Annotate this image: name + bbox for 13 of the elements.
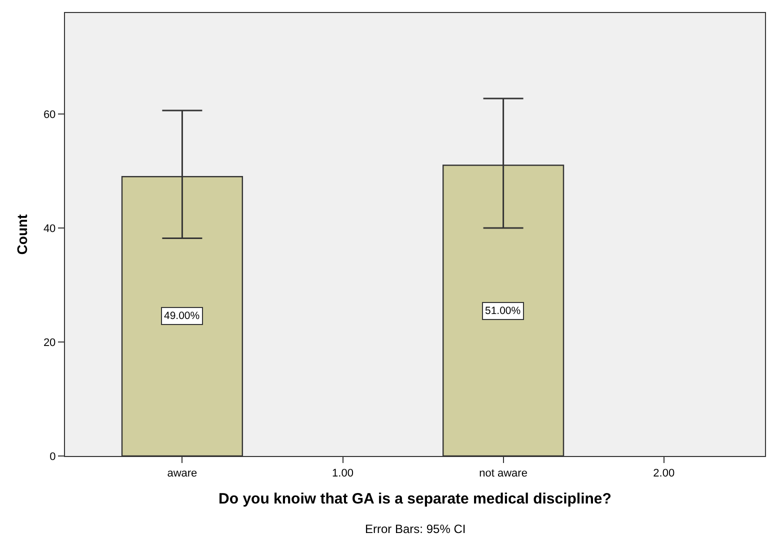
- y-axis-title: Count: [14, 214, 30, 255]
- y-tick-label: 60: [43, 108, 56, 121]
- text: Error Bars: 95% CI: [365, 522, 466, 536]
- y-tick-label: 20: [43, 336, 56, 349]
- x-tick-label: not aware: [479, 467, 528, 480]
- y-tick-label: 0: [50, 450, 56, 463]
- x-tick-label: 2.00: [653, 467, 675, 480]
- x-tick-label: 1.00: [332, 467, 354, 480]
- data-label: 49.00%: [164, 310, 200, 322]
- y-tick-label: 40: [43, 222, 56, 235]
- x-axis-title: Do you knoiw that GA is a separate medical discipline?: [218, 490, 612, 508]
- data-label: 51.00%: [485, 305, 521, 317]
- x-tick-label: aware: [167, 467, 198, 480]
